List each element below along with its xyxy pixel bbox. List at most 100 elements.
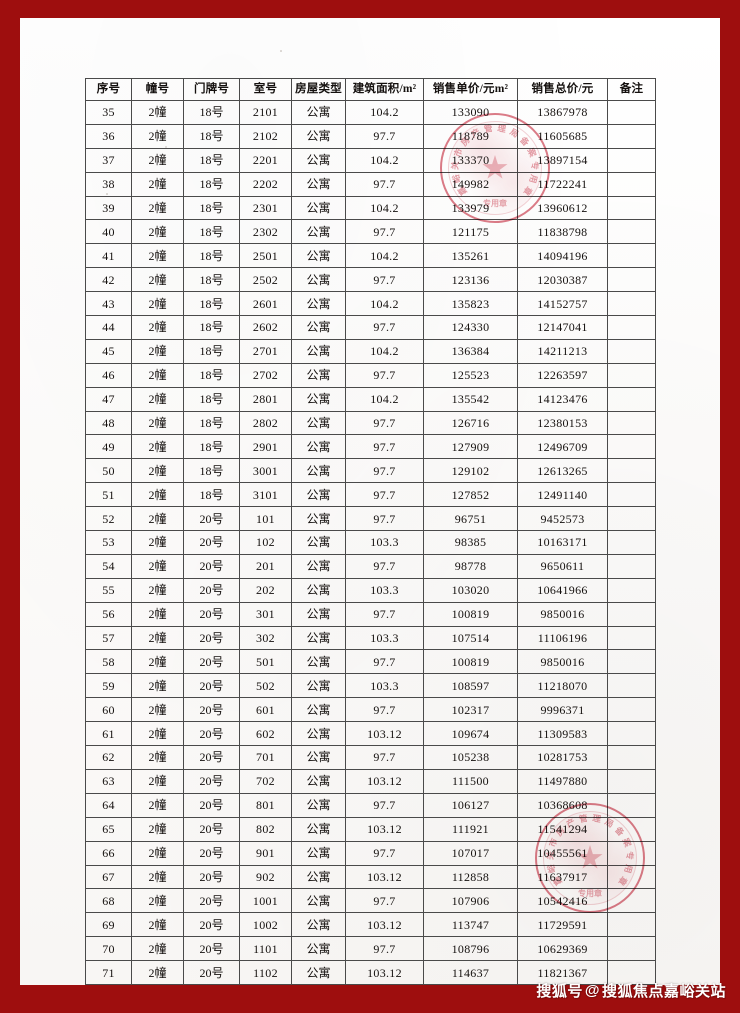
cell-remark bbox=[607, 171, 656, 197]
cell-index: 72 bbox=[85, 983, 132, 985]
table-row: 68 2幢 20号 1001 公寓 97.7 107906 10542416 bbox=[85, 888, 656, 914]
cell-total-price: 11838798 bbox=[517, 219, 608, 245]
cell-remark bbox=[607, 864, 656, 890]
cell-total-price: 11637917 bbox=[517, 864, 608, 890]
cell-unit-price: 133979 bbox=[423, 195, 518, 221]
cell-total-price: 11309583 bbox=[517, 721, 608, 747]
cell-house-type: 公寓 bbox=[291, 100, 346, 125]
cell-door-number: 20号 bbox=[183, 697, 240, 723]
cell-index: 60 bbox=[85, 697, 132, 723]
cell-index: 52 bbox=[85, 506, 132, 532]
cell-index: 55 bbox=[85, 577, 132, 603]
cell-room: 702 bbox=[239, 768, 292, 794]
cell-room: 601 bbox=[239, 697, 292, 723]
table-row: 45 2幢 18号 2701 公寓 104.2 136384 14211213 bbox=[85, 338, 656, 364]
cell-remark bbox=[607, 362, 656, 388]
cell-door-number: 20号 bbox=[183, 864, 240, 890]
table-body: 35 2幢 18号 2101 公寓 104.2 133090 13867978 36 2幢 18号 2… bbox=[85, 100, 656, 985]
cell-building: 2幢 bbox=[131, 840, 184, 866]
cell-total-price: 11605685 bbox=[517, 123, 608, 149]
cell-room: 902 bbox=[239, 864, 292, 890]
cell-remark bbox=[607, 792, 656, 818]
cell-house-type: 公寓 bbox=[291, 362, 346, 388]
cell-door-number: 18号 bbox=[183, 267, 240, 293]
watermark-at-icon: @ bbox=[584, 982, 600, 999]
cell-building: 2幢 bbox=[131, 553, 184, 579]
cell-building: 2幢 bbox=[131, 960, 184, 985]
table-row: 35 2幢 18号 2101 公寓 104.2 133090 13867978 bbox=[85, 100, 656, 125]
cell-house-type: 公寓 bbox=[291, 123, 346, 149]
cell-total-price: 9850016 bbox=[517, 649, 608, 675]
cell-house-type: 公寓 bbox=[291, 912, 346, 938]
cell-house-type: 公寓 bbox=[291, 768, 346, 794]
cell-index: 70 bbox=[85, 936, 132, 962]
cell-total-price: 12491140 bbox=[517, 482, 608, 508]
cell-building: 2幢 bbox=[131, 530, 184, 555]
cell-building: 2幢 bbox=[131, 697, 184, 723]
table-row: 36 2幢 18号 2102 公寓 97.7 118789 11605685 bbox=[85, 123, 656, 149]
cell-unit-price: 133370 bbox=[423, 147, 518, 173]
column-header-building: 幢号 bbox=[131, 78, 184, 101]
cell-total-price: 13897154 bbox=[517, 147, 608, 173]
cell-building: 2幢 bbox=[131, 362, 184, 388]
cell-room: 801 bbox=[239, 792, 292, 818]
cell-room: 1102 bbox=[239, 960, 292, 985]
cell-unit-price: 114637 bbox=[423, 960, 518, 985]
cell-door-number: 18号 bbox=[183, 219, 240, 245]
cell-area: 103.12 bbox=[345, 721, 424, 747]
cell-house-type: 公寓 bbox=[291, 625, 346, 651]
cell-house-type: 公寓 bbox=[291, 434, 346, 460]
cell-unit-price: 127852 bbox=[423, 482, 518, 508]
cell-area: 103.3 bbox=[345, 530, 424, 555]
cell-building: 2幢 bbox=[131, 649, 184, 675]
cell-building: 2幢 bbox=[131, 625, 184, 651]
cell-building: 2幢 bbox=[131, 219, 184, 245]
cell-unit-price: 118789 bbox=[423, 123, 518, 149]
cell-area: 97.7 bbox=[345, 745, 424, 770]
cell-unit-price: 105238 bbox=[423, 745, 518, 770]
cell-remark bbox=[607, 506, 656, 532]
cell-room: 2102 bbox=[239, 123, 292, 149]
cell-area: 97.7 bbox=[345, 888, 424, 914]
cell-room: 2901 bbox=[239, 434, 292, 460]
table-row: 65 2幢 20号 802 公寓 103.12 111921 11541294 bbox=[85, 816, 656, 842]
table-header: 序号 幢号 门牌号 室号 房屋类型 建筑面积/m² 销售单价/元m² 销售总价/… bbox=[85, 78, 656, 101]
cell-door-number: 18号 bbox=[183, 362, 240, 388]
cell-index: 65 bbox=[85, 816, 132, 842]
cell-house-type: 公寓 bbox=[291, 792, 346, 818]
cell-house-type: 公寓 bbox=[291, 410, 346, 436]
cell-unit-price: 135823 bbox=[423, 291, 518, 317]
cell-unit-price: 123136 bbox=[423, 267, 518, 293]
cell-building: 2幢 bbox=[131, 983, 184, 985]
cell-door-number: 18号 bbox=[183, 338, 240, 364]
cell-total-price: 12613265 bbox=[517, 458, 608, 484]
cell-door-number: 20号 bbox=[183, 721, 240, 747]
cell-remark bbox=[607, 673, 656, 699]
cell-area: 97.7 bbox=[345, 601, 424, 627]
footer-watermark: 搜狐号 @ 搜狐焦点嘉峪关站 bbox=[536, 980, 726, 1001]
cell-remark bbox=[607, 960, 656, 985]
cell-total-price: 11541294 bbox=[517, 816, 608, 842]
cell-area: 97.7 bbox=[345, 553, 424, 579]
cell-index: 48 bbox=[85, 410, 132, 436]
cell-total-price: 11218070 bbox=[517, 673, 608, 699]
cell-room: 3001 bbox=[239, 458, 292, 484]
table-row: 55 2幢 20号 202 公寓 103.3 103020 10641966 bbox=[85, 577, 656, 603]
table-row: 67 2幢 20号 902 公寓 103.12 112858 11637917 bbox=[85, 864, 656, 890]
cell-room: 901 bbox=[239, 840, 292, 866]
cell-house-type: 公寓 bbox=[291, 458, 346, 484]
cell-total-price: 14211213 bbox=[517, 338, 608, 364]
cell-house-type: 公寓 bbox=[291, 888, 346, 914]
cell-unit-price: 121175 bbox=[423, 219, 518, 245]
cell-house-type: 公寓 bbox=[291, 577, 346, 603]
cell-house-type: 公寓 bbox=[291, 338, 346, 364]
cell-unit-price: 102317 bbox=[423, 697, 518, 723]
cell-house-type: 公寓 bbox=[291, 649, 346, 675]
cell-remark bbox=[607, 147, 656, 173]
cell-house-type: 公寓 bbox=[291, 553, 346, 579]
cell-door-number: 20号 bbox=[183, 745, 240, 770]
cell-building: 2幢 bbox=[131, 864, 184, 890]
cell-door-number: 18号 bbox=[183, 458, 240, 484]
cell-total-price: 12263597 bbox=[517, 362, 608, 388]
